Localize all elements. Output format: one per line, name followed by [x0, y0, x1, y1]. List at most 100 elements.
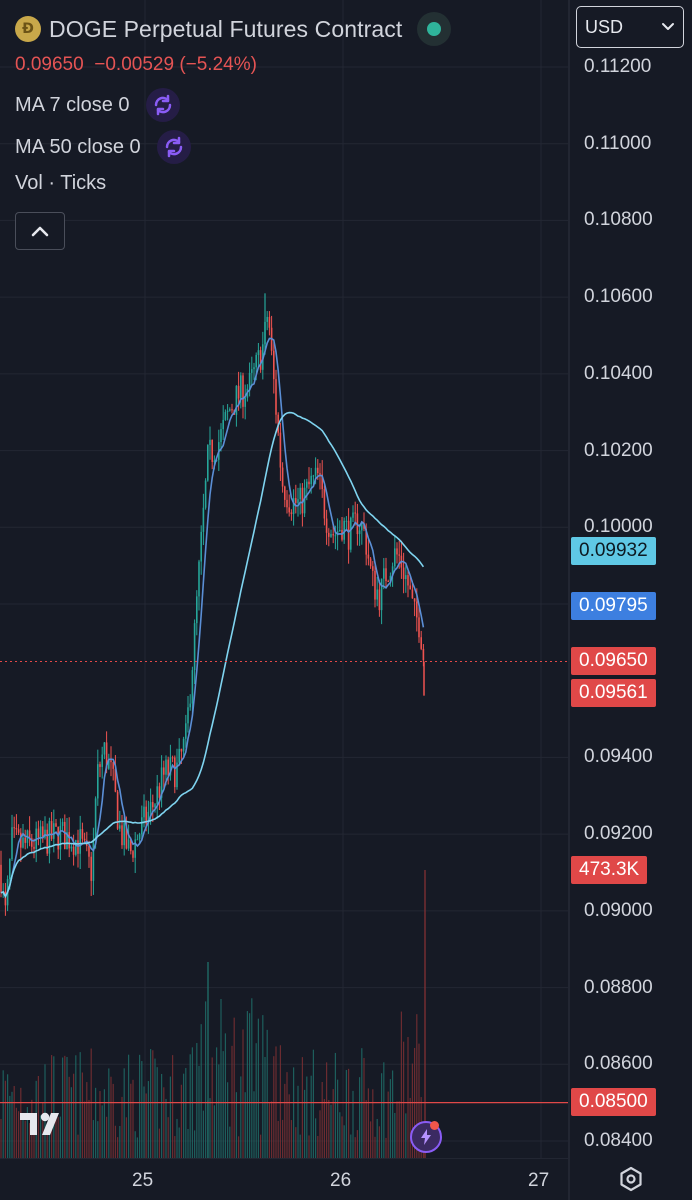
price-tick-label: 0.08800: [584, 976, 653, 998]
candle-body: [59, 825, 62, 850]
volume-bar: [90, 1048, 92, 1158]
indicator-ma7-label: MA 7 close 0: [15, 93, 130, 116]
volume-bar: [403, 1041, 405, 1158]
candle-body: [42, 826, 44, 838]
volume-bar: [66, 1056, 68, 1158]
indicator-ma7[interactable]: MA 7 close 0: [15, 88, 180, 122]
candle-body: [136, 839, 139, 841]
price-tick-label: 0.08400: [584, 1129, 653, 1151]
candle-body: [248, 372, 251, 389]
candle-body: [121, 825, 123, 846]
volume-bar: [240, 1076, 242, 1158]
market-status-icon[interactable]: [417, 12, 452, 46]
candle-body: [48, 821, 51, 854]
volume-badge: 473.3K: [571, 856, 648, 884]
candle-body: [405, 575, 407, 580]
volume-bar: [156, 1067, 158, 1158]
sync-icon[interactable]: [156, 130, 191, 164]
volume-bar: [345, 1069, 347, 1158]
candle-body: [220, 429, 222, 443]
volume-bar: [405, 1113, 407, 1158]
volume-bar: [130, 1083, 132, 1158]
candle-body: [28, 830, 31, 839]
candle-body: [319, 473, 321, 475]
volume-bar: [22, 1113, 24, 1158]
volume-bar: [213, 1105, 215, 1158]
candle-body: [127, 839, 130, 849]
volume-bar: [20, 1087, 22, 1158]
ma7-line: [0, 337, 425, 899]
volume-bar: [400, 1011, 402, 1158]
volume-bar: [59, 1116, 61, 1158]
volume-bar: [163, 1087, 165, 1158]
candle-body: [409, 585, 411, 590]
candle-body: [185, 723, 187, 739]
volume-bar: [372, 1089, 374, 1158]
candle-body: [108, 760, 110, 769]
symbol-title[interactable]: DOGE Perpetual Futures Contract: [49, 15, 403, 42]
volume-bar: [235, 1092, 237, 1158]
candle-body: [385, 568, 387, 582]
candle-body: [352, 512, 354, 518]
volume-bar: [40, 1115, 42, 1158]
indicator-volume-label: Vol · Ticks: [15, 172, 107, 194]
volume-bar: [284, 1083, 286, 1158]
candle-body: [156, 786, 158, 805]
candle-body: [420, 637, 422, 649]
price-tick-label: 0.09200: [584, 823, 653, 845]
candle-body: [299, 487, 301, 500]
candle-body: [158, 786, 161, 798]
candle-body: [72, 846, 75, 855]
volume-bar: [266, 1029, 268, 1158]
volume-bar: [231, 1045, 233, 1158]
volume-bar: [330, 1104, 332, 1158]
volume-bar: [356, 1130, 358, 1158]
candle-body: [79, 829, 81, 854]
candle-body: [141, 817, 143, 835]
candle-body: [394, 548, 396, 567]
candle-body: [37, 828, 40, 838]
ma50-line: [0, 411, 425, 899]
candle-body: [253, 367, 255, 370]
volume-bar: [332, 1089, 334, 1158]
candle-body: [15, 828, 18, 830]
candle-body: [103, 742, 106, 755]
volume-bar: [389, 1079, 391, 1158]
candle-body: [81, 829, 84, 839]
candle-body: [9, 859, 11, 880]
volume-bar: [224, 1033, 226, 1158]
collapse-legend-button[interactable]: [15, 212, 65, 250]
tradingview-logo[interactable]: [18, 1109, 70, 1139]
candle-body: [361, 523, 363, 531]
volume-bar: [15, 1107, 17, 1158]
volume-bar: [158, 1128, 160, 1158]
volume-bar: [13, 1086, 15, 1158]
volume-bar: [370, 1121, 372, 1158]
candle-body: [244, 397, 246, 407]
candle-body: [387, 581, 389, 583]
volume-bar: [108, 1068, 110, 1158]
sync-icon[interactable]: [145, 88, 180, 122]
alert-price-badge[interactable]: 0.08500: [571, 1088, 656, 1116]
price-tick-label: 0.10000: [584, 516, 653, 538]
volume-bar: [64, 1055, 66, 1158]
volume-bar: [77, 1134, 79, 1158]
candle-body: [196, 596, 198, 624]
volume-bar: [202, 1110, 204, 1158]
hexagon-settings-icon[interactable]: [618, 1166, 644, 1192]
symbol-header[interactable]: Ð DOGE Perpetual Futures Contract: [15, 12, 452, 46]
price-lines: [0, 661, 568, 1104]
candle-body: [57, 826, 59, 850]
price-change: −0.00529: [94, 54, 175, 75]
candle-body: [418, 617, 420, 638]
volume-bar: [53, 1056, 55, 1158]
indicator-volume[interactable]: Vol · Ticks: [15, 172, 106, 195]
currency-select[interactable]: USD: [576, 6, 684, 48]
indicator-ma50[interactable]: MA 50 close 0: [15, 130, 191, 164]
candle-body: [229, 409, 231, 411]
price-tick-label: 0.10200: [584, 439, 653, 461]
candle-body: [288, 507, 290, 513]
price-tick-label: 0.11200: [584, 56, 652, 77]
indicator-ma50-label: MA 50 close 0: [15, 135, 141, 158]
